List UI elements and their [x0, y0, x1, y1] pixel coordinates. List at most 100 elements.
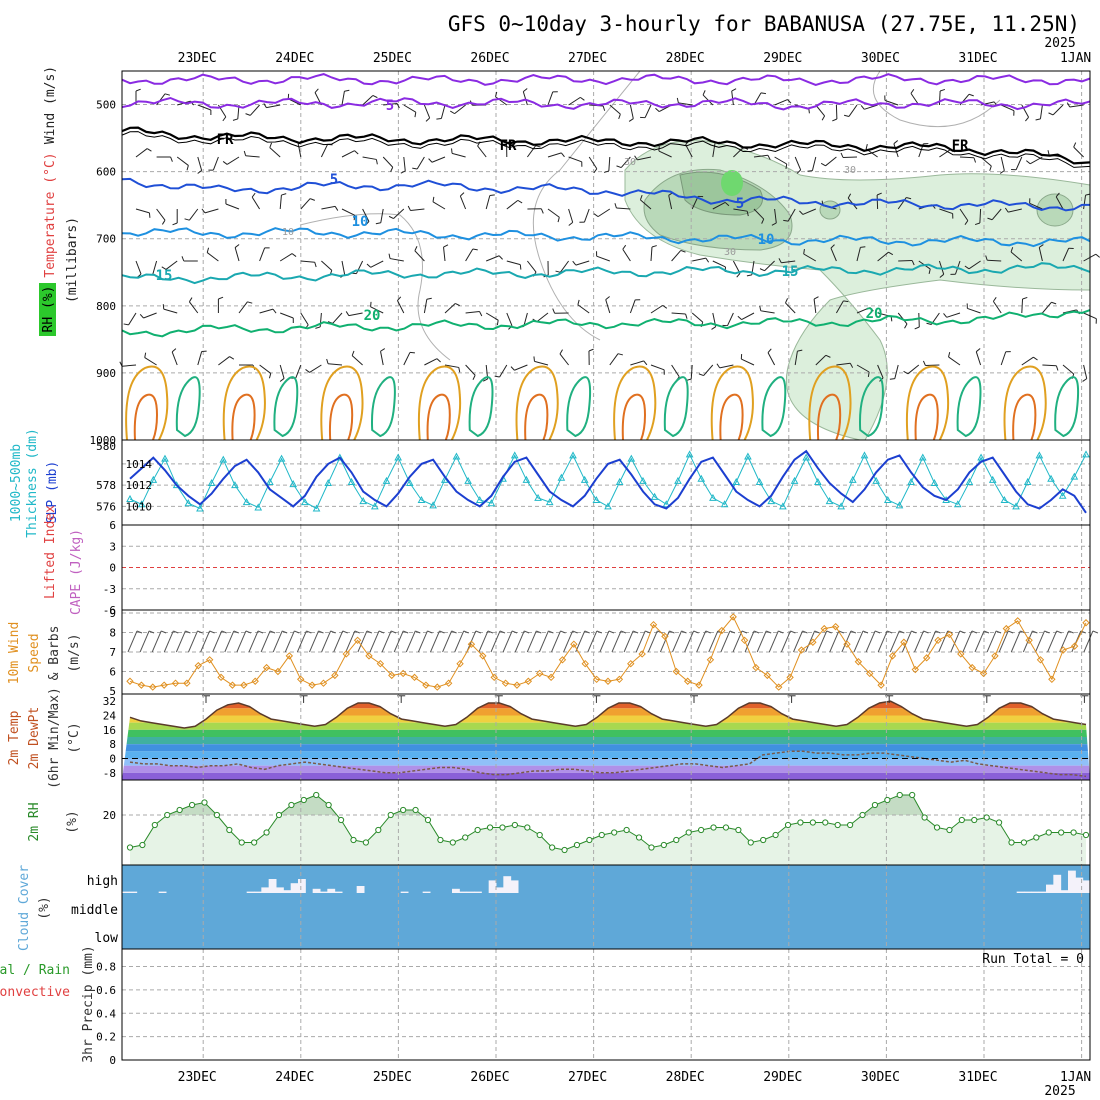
- wind-barb-staff: [975, 351, 982, 366]
- wind-barb-staff: [616, 207, 631, 210]
- wind-barb-flag: [926, 322, 932, 325]
- wind-barb-flag: [992, 297, 997, 302]
- y-tick-label: 3: [109, 540, 116, 553]
- wind-barb-staff: [774, 208, 777, 223]
- wind-barb-staff: [280, 312, 294, 319]
- wind-barb-staff: [811, 156, 817, 171]
- wind-barb-staff: [647, 630, 658, 653]
- thickness-point: [429, 501, 437, 509]
- wind-barb-flag: [705, 257, 710, 263]
- wind-barb-staff: [405, 630, 416, 653]
- wind-barb-flag: [731, 88, 737, 92]
- thickness-point: [161, 454, 169, 462]
- wind-barb-flag: [577, 299, 580, 305]
- high-cloud-bar: [400, 891, 409, 893]
- wind-barb-flag: [899, 630, 905, 634]
- panel-upper-air: 5 FR FR FR 5 5 10 10 15 15 20 20 10 30 30 30 500 600 700 80…: [90, 70, 1100, 447]
- lifted-index-label: Lifted Index: [43, 505, 58, 599]
- isotherm-lobe: [710, 365, 754, 441]
- rh-point: [213, 811, 221, 819]
- wind-barb-staff: [526, 145, 537, 158]
- wind-barb-flag: [268, 373, 272, 379]
- wind-speed-point: [683, 677, 692, 685]
- thickness-point: [382, 476, 391, 484]
- upper-air-rh-label: RH (%): [41, 286, 56, 333]
- y-tick-label: 0.6: [96, 984, 116, 997]
- wind-barb-staff: [803, 253, 817, 262]
- wind-barb-flag: [602, 105, 606, 111]
- isotherm-lobe: [858, 376, 884, 438]
- y-tick-label: 7: [109, 646, 116, 659]
- wind-barb-flag: [1035, 118, 1041, 121]
- wind-speed-point: [1036, 656, 1045, 664]
- wind-barb-flag: [813, 296, 819, 300]
- wind-barb-flag: [593, 168, 598, 174]
- wind-barb-flag: [974, 222, 981, 226]
- wind-speed-point: [297, 675, 305, 684]
- high-cloud-bar: [510, 880, 519, 893]
- bottom-date-label: 24DEC: [275, 1070, 314, 1085]
- wind-barb-flag: [1051, 301, 1057, 305]
- rh-point: [760, 836, 767, 844]
- wind-barb-flag: [460, 192, 465, 197]
- wind-barb-staff: [650, 364, 665, 371]
- thickness-point: [545, 498, 554, 506]
- wind-barb-staff: [946, 312, 961, 318]
- cloud-label: Cloud Cover: [17, 865, 32, 951]
- y-tick-label: 24: [103, 710, 117, 723]
- wind-barb-staff: [889, 630, 900, 653]
- wind-barb-staff: [251, 196, 261, 210]
- thickness-point: [872, 476, 880, 484]
- wind-speed-point: [137, 681, 146, 689]
- wind-barb-staff: [678, 102, 693, 106]
- isotherm-line: [121, 227, 1091, 248]
- rh-contour-label: 30: [624, 157, 636, 168]
- wind-barb-staff: [296, 630, 307, 653]
- wind-barb-flag: [698, 373, 704, 377]
- wind-barb-staff: [671, 364, 680, 378]
- rh-point: [176, 806, 183, 814]
- bottom-date-label: 25DEC: [373, 1070, 412, 1085]
- wind-barb-flag: [580, 96, 585, 101]
- wind-barb-flag: [221, 630, 227, 634]
- wind-barb-staff: [495, 96, 508, 106]
- wind-barb-flag: [939, 88, 946, 92]
- wind-barb-staff: [815, 104, 825, 117]
- wind-barb-flag: [229, 356, 235, 360]
- wind-barb-staff: [506, 312, 513, 327]
- wind-barb-staff: [143, 312, 157, 319]
- isotherm-lobe: [956, 376, 982, 438]
- wind-barb-flag: [234, 244, 240, 248]
- wind-barb-flag: [681, 630, 687, 634]
- wind-barb-flag: [790, 630, 796, 634]
- wind-speed-point: [615, 675, 624, 684]
- thickness-point: [569, 451, 577, 459]
- high-cloud-bar: [1075, 877, 1084, 893]
- wind-barb-staff: [356, 260, 364, 274]
- wind-barb-staff: [732, 630, 743, 653]
- wind-barb-staff: [362, 95, 374, 106]
- thickness-point: [359, 497, 368, 505]
- wind-barb-flag: [716, 363, 721, 369]
- wind-barb-staff: [802, 208, 816, 215]
- wind-barb-staff: [443, 247, 446, 262]
- wind-barb-flag: [414, 112, 417, 118]
- high-cloud-bar: [246, 891, 255, 893]
- wind-barb-staff: [901, 630, 912, 653]
- rh-point: [524, 824, 531, 831]
- wind-barb-flag: [628, 118, 634, 122]
- wind-barb-flag: [425, 117, 430, 122]
- wind-barb-flag: [388, 215, 394, 219]
- wind-barb-staff: [362, 208, 370, 222]
- wind-barb-staff: [650, 246, 653, 262]
- wind-barb-staff: [974, 630, 985, 653]
- wind-barb-flag: [315, 326, 321, 329]
- wind-barb-staff: [774, 156, 787, 165]
- wind-speed-point: [1014, 617, 1022, 625]
- wind-barb-staff: [236, 630, 247, 653]
- panel-frame: [121, 439, 1091, 526]
- wind-barb-flag: [1038, 244, 1044, 248]
- y-tick-label: 0: [109, 1054, 116, 1067]
- wind-barb-staff: [300, 260, 315, 263]
